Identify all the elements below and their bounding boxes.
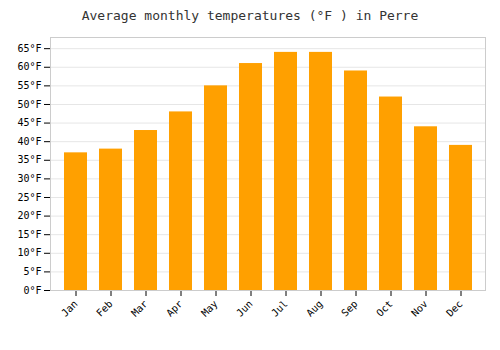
- svg-text:10°F: 10°F: [17, 247, 41, 258]
- svg-text:65°F: 65°F: [17, 43, 41, 54]
- svg-text:20°F: 20°F: [17, 210, 41, 221]
- svg-text:Sep: Sep: [339, 298, 360, 319]
- svg-text:50°F: 50°F: [17, 99, 41, 110]
- svg-text:25°F: 25°F: [17, 192, 41, 203]
- svg-text:Oct: Oct: [374, 298, 395, 319]
- svg-text:45°F: 45°F: [17, 117, 41, 128]
- svg-text:Mar: Mar: [129, 298, 150, 319]
- svg-text:30°F: 30°F: [17, 173, 41, 184]
- svg-text:Jan: Jan: [59, 298, 80, 319]
- svg-text:15°F: 15°F: [17, 229, 41, 240]
- svg-text:5°F: 5°F: [23, 266, 41, 277]
- svg-text:35°F: 35°F: [17, 154, 41, 165]
- svg-text:60°F: 60°F: [17, 61, 41, 72]
- svg-text:May: May: [199, 298, 220, 319]
- svg-text:0°F: 0°F: [23, 285, 41, 296]
- svg-text:Feb: Feb: [94, 298, 115, 319]
- svg-text:Jun: Jun: [234, 298, 255, 319]
- svg-text:55°F: 55°F: [17, 80, 41, 91]
- svg-text:Aug: Aug: [304, 298, 325, 319]
- svg-text:40°F: 40°F: [17, 136, 41, 147]
- svg-text:Nov: Nov: [409, 298, 430, 319]
- svg-text:Jul: Jul: [269, 298, 290, 319]
- html-text:Average monthly temperatures (: Average monthly temperatures (°F ) in Pe…: [81, 8, 419, 23]
- svg-text:Dec: Dec: [444, 298, 465, 319]
- svg-text:Apr: Apr: [164, 298, 185, 319]
